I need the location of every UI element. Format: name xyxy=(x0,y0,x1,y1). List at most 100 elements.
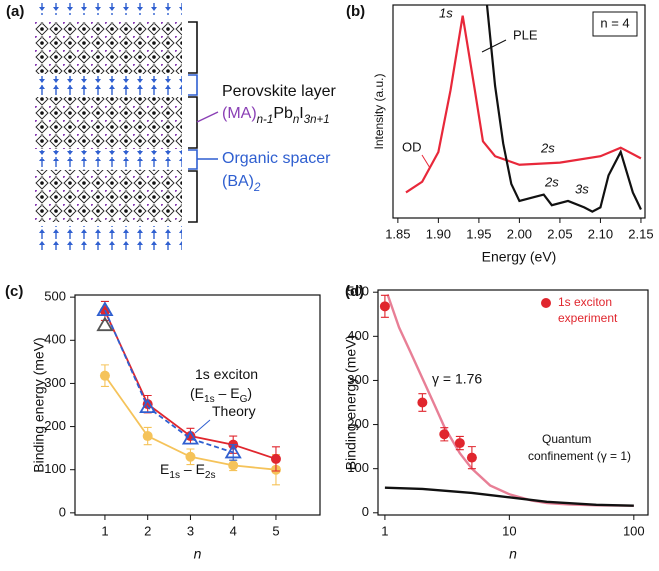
panel-label: (a) xyxy=(6,3,24,20)
y-tick-label: 500 xyxy=(347,284,369,299)
panel-label: (c) xyxy=(5,283,23,300)
arrows xyxy=(35,3,182,15)
arrows xyxy=(35,76,182,86)
text-part: 2s xyxy=(205,470,216,481)
x-tick-label: 100 xyxy=(623,523,645,538)
y-tick-label: 500 xyxy=(44,289,66,304)
data-point xyxy=(224,443,242,459)
panel-label: (d) xyxy=(345,283,364,300)
x-axis-label: Energy (eV) xyxy=(482,249,557,265)
plot-frame xyxy=(377,289,649,516)
y-tick-label: 400 xyxy=(44,332,66,347)
data-point xyxy=(181,429,200,445)
series-line xyxy=(405,15,642,194)
data-point xyxy=(466,452,477,463)
x-tick-label: 2.10 xyxy=(588,226,613,241)
x-tick-label: 5 xyxy=(272,523,279,538)
y-tick-label: 300 xyxy=(44,375,66,390)
arrows xyxy=(35,226,182,250)
label: 3s xyxy=(575,181,589,196)
x-tick-label: 2.15 xyxy=(628,226,653,241)
x-tick-label: 1 xyxy=(101,523,108,538)
text-part: (E xyxy=(190,385,204,401)
layer-formula: (MA)n-1PbnI3n+1 xyxy=(222,105,330,126)
x-tick-label: 4 xyxy=(230,523,237,538)
label: OD xyxy=(402,139,422,154)
legend-label: experiment xyxy=(558,311,618,325)
x-tick-label: 10 xyxy=(502,523,516,538)
panel-label: (b) xyxy=(346,3,365,20)
y-tick-label: 200 xyxy=(44,418,66,433)
arrows xyxy=(35,85,182,96)
label: 2s xyxy=(540,140,555,155)
data-point xyxy=(417,397,428,408)
y-tick-label: 400 xyxy=(347,328,369,343)
spacer-formula: (BA)2 xyxy=(222,173,261,194)
label: (E1s – EG) xyxy=(190,385,252,405)
perovskite-block xyxy=(35,22,182,74)
x-tick-label: 1.85 xyxy=(385,226,410,241)
text-part: Theory xyxy=(212,403,256,419)
x-axis-label: n xyxy=(194,546,202,562)
layer-label: Perovskite layer xyxy=(222,83,336,100)
data-point xyxy=(379,301,390,312)
inset-label: n = 4 xyxy=(600,15,629,30)
x-tick-label: 2 xyxy=(144,523,151,538)
legend-marker xyxy=(541,298,551,308)
text-part: n xyxy=(293,114,299,126)
series-line xyxy=(384,486,634,507)
data-point xyxy=(439,429,450,440)
y-axis-label: Binding energy (meV) xyxy=(31,337,47,472)
text-part: E xyxy=(160,461,169,477)
data-point xyxy=(96,316,114,332)
x-tick-label: 3 xyxy=(187,523,194,538)
lattice-diagram xyxy=(35,3,219,250)
bracket xyxy=(188,74,198,170)
label: 1s xyxy=(439,5,453,20)
arrows xyxy=(35,150,182,160)
text-part: G xyxy=(240,394,248,405)
perovskite-block xyxy=(35,97,182,149)
data-point xyxy=(270,453,281,464)
label: E1s – E2s xyxy=(160,461,216,481)
text-part: Pb xyxy=(273,105,293,122)
pointer xyxy=(421,154,431,169)
data-point xyxy=(185,451,196,462)
pointer xyxy=(194,419,211,434)
y-axis-label: Intensity (a.u.) xyxy=(372,73,386,149)
x-axis-label: n xyxy=(509,546,517,562)
text-part: 3n+1 xyxy=(304,114,330,126)
label: 1s exciton xyxy=(195,366,258,382)
x-tick-label: 2.05 xyxy=(547,226,572,241)
bracket xyxy=(188,21,198,223)
label: PLE xyxy=(513,27,538,42)
y-axis-label: Binding energy (meV) xyxy=(343,335,359,470)
y-tick-label: 100 xyxy=(44,461,66,476)
arrows xyxy=(35,159,182,170)
x-tick-label: 1 xyxy=(381,523,388,538)
text-part: 1s exciton xyxy=(195,366,258,382)
label: 2s xyxy=(544,174,559,189)
plot-frame xyxy=(74,294,321,516)
text-part: 2 xyxy=(253,182,261,194)
label: γ = 1.76 xyxy=(432,371,482,387)
text-part: 1s xyxy=(169,470,180,481)
pointer xyxy=(481,39,507,53)
spacer-label: Organic spacer xyxy=(222,150,331,167)
label: Quantum xyxy=(542,432,591,446)
y-tick-label: 200 xyxy=(347,416,369,431)
data-point xyxy=(96,301,114,316)
y-tick-label: 0 xyxy=(362,504,369,519)
perovskite-block xyxy=(35,170,182,222)
y-tick-label: 300 xyxy=(347,372,369,387)
text-part: n-1 xyxy=(257,114,274,126)
y-tick-label: 100 xyxy=(347,460,369,475)
series-line xyxy=(485,4,642,213)
text-part: – E xyxy=(215,385,240,401)
text-part: 1s xyxy=(204,394,215,405)
legend-label: 1s exciton xyxy=(558,295,612,309)
inset-box xyxy=(592,11,638,37)
label: Theory xyxy=(212,403,256,419)
data-point xyxy=(99,370,110,381)
x-tick-label: 1.95 xyxy=(466,226,491,241)
